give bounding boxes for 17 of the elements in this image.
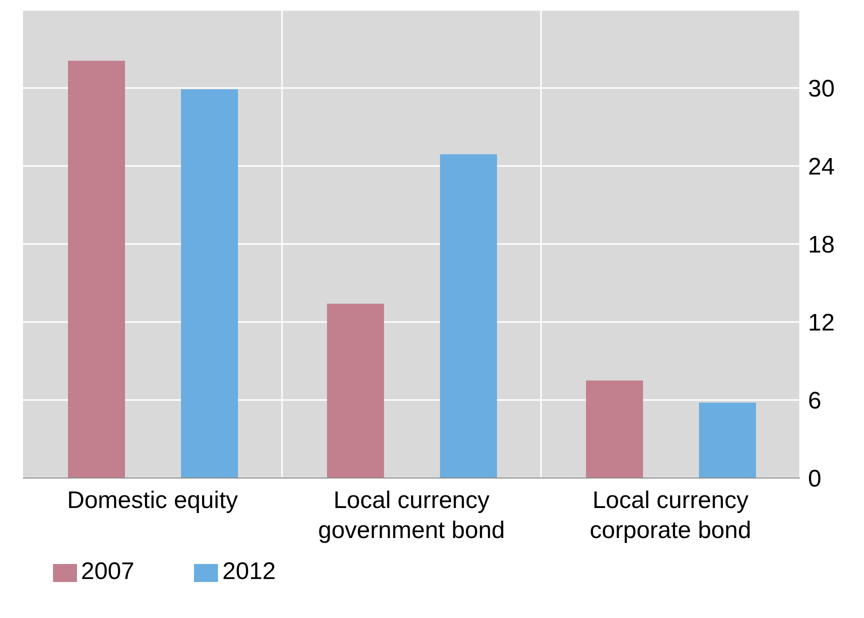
bar <box>327 304 384 478</box>
bar <box>68 60 125 478</box>
y-tick-label: 0 <box>808 466 822 493</box>
x-tick-label: Local currency government bond <box>318 487 505 544</box>
bar <box>699 402 756 478</box>
x-tick-label: Domestic equity <box>67 487 238 514</box>
y-tick-label: 12 <box>808 310 835 337</box>
y-tick-label: 30 <box>808 76 835 103</box>
y-tick-label: 18 <box>808 232 835 259</box>
bar <box>586 380 643 478</box>
y-tick-label: 6 <box>808 388 822 415</box>
x-tick-label: Local currency corporate bond <box>590 487 752 544</box>
bar <box>440 154 497 478</box>
legend-label: 2012 <box>222 558 276 585</box>
y-tick-label: 24 <box>808 154 835 181</box>
bar <box>181 89 238 478</box>
legend-label: 2007 <box>81 558 134 585</box>
